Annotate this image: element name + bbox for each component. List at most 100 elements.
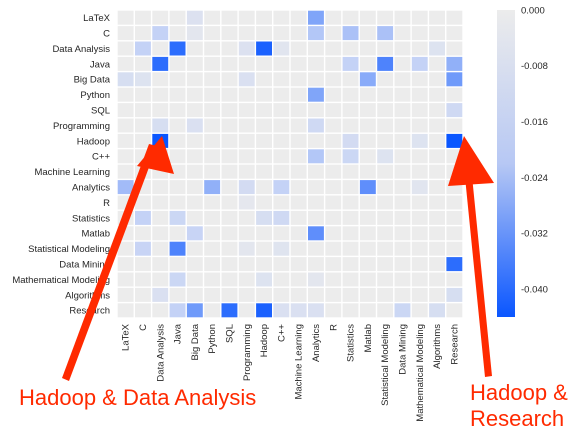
heatmap-cell	[256, 164, 272, 179]
heatmap-cell	[411, 241, 428, 256]
heatmap-cell	[204, 257, 221, 272]
heatmap-cell	[186, 164, 203, 179]
heatmap-cell	[308, 210, 324, 225]
heatmap-cell	[204, 26, 221, 41]
column-tick-label: Java	[173, 323, 184, 344]
heatmap-cell	[411, 226, 428, 241]
heatmap-cell	[290, 56, 307, 71]
heatmap-cell	[359, 164, 376, 179]
heatmap-cell	[325, 303, 342, 318]
heatmap-cell	[169, 241, 186, 256]
heatmap-cell	[117, 56, 134, 71]
heatmap-cell	[359, 26, 376, 41]
heatmap-cell	[273, 272, 290, 287]
heatmap-cell	[238, 87, 255, 102]
heatmap-cell	[411, 72, 428, 87]
heatmap-cell	[238, 226, 255, 241]
heatmap-cell	[342, 103, 359, 118]
row-tick-label: Analytics	[72, 183, 110, 194]
heatmap-cell	[290, 287, 307, 302]
heatmap-cell	[308, 257, 324, 272]
heatmap-cell	[238, 133, 255, 148]
heatmap-cell	[325, 87, 342, 102]
heatmap-cell	[411, 303, 428, 318]
heatmap-cell	[377, 257, 394, 272]
heatmap-cell	[377, 149, 394, 164]
heatmap-cell	[308, 149, 324, 164]
heatmap-cell	[152, 226, 169, 241]
heatmap-cell	[117, 164, 134, 179]
heatmap-cell	[290, 180, 307, 195]
heatmap-cell	[135, 303, 151, 318]
column-tick-label: Statistics	[346, 324, 357, 362]
heatmap-cell	[256, 133, 272, 148]
column-tick-label: LaTeX	[121, 323, 132, 351]
heatmap-cell	[169, 10, 186, 25]
heatmap-cell	[238, 303, 255, 318]
heatmap-cell	[308, 72, 324, 87]
heatmap-cell	[204, 56, 221, 71]
heatmap-cell	[446, 10, 463, 25]
heatmap-cell	[273, 133, 290, 148]
row-tick-label: Programming	[53, 121, 110, 132]
heatmap-cell	[186, 303, 203, 318]
heatmap-cell	[308, 180, 324, 195]
heatmap-cell	[446, 56, 463, 71]
heatmap-cell	[273, 72, 290, 87]
heatmap-cell	[308, 241, 324, 256]
heatmap-cell	[325, 180, 342, 195]
heatmap-cell	[186, 195, 203, 210]
heatmap-cell	[186, 10, 203, 25]
heatmap-cell	[221, 287, 238, 302]
heatmap-cell	[135, 118, 151, 133]
heatmap-cell	[290, 164, 307, 179]
heatmap-cell	[325, 118, 342, 133]
heatmap-cell	[169, 210, 186, 225]
heatmap-cell	[256, 272, 272, 287]
heatmap-cell	[238, 164, 255, 179]
heatmap-cell	[377, 26, 394, 41]
heatmap-cell	[238, 180, 255, 195]
heatmap-cell	[204, 287, 221, 302]
heatmap-cell	[169, 226, 186, 241]
heatmap-cell	[204, 195, 221, 210]
heatmap-cell	[186, 103, 203, 118]
row-tick-label: Data Mining	[59, 260, 110, 271]
column-tick-label: Data Mining	[397, 324, 408, 375]
heatmap-cell	[446, 41, 463, 56]
heatmap-cell	[290, 272, 307, 287]
heatmap-cell	[342, 272, 359, 287]
heatmap-cell	[273, 303, 290, 318]
heatmap-cell	[325, 10, 342, 25]
heatmap-cell	[290, 118, 307, 133]
heatmap-cell	[394, 10, 411, 25]
heatmap-cell	[359, 10, 376, 25]
heatmap-cell	[256, 180, 272, 195]
heatmap-cell	[169, 41, 186, 56]
heatmap-cell	[359, 272, 376, 287]
row-labels: LaTeX C Data Analysis Java Big Data Python SQL…	[12, 13, 110, 317]
heatmap-cell	[273, 56, 290, 71]
heatmap-cell	[256, 26, 272, 41]
heatmap-cell	[290, 303, 307, 318]
heatmap-cell	[377, 72, 394, 87]
heatmap-cell	[342, 56, 359, 71]
heatmap-cell	[325, 164, 342, 179]
heatmap-cell	[186, 226, 203, 241]
row-tick-label: Matlab	[81, 229, 110, 240]
heatmap-cell	[204, 241, 221, 256]
heatmap-cell	[117, 72, 134, 87]
heatmap-cell	[273, 226, 290, 241]
heatmap-cell	[273, 241, 290, 256]
heatmap-cell	[135, 87, 151, 102]
heatmap-cell	[429, 180, 445, 195]
heatmap-cell	[411, 210, 428, 225]
heatmap-cell	[429, 133, 445, 148]
heatmap-cell	[308, 56, 324, 71]
heatmap-cell	[169, 103, 186, 118]
column-labels: LaTeX C Data Analysis Java Big Data Python SQL…	[121, 323, 461, 421]
arrow-left-head	[137, 136, 174, 174]
heatmap-cell	[446, 26, 463, 41]
heatmap-cell	[256, 226, 272, 241]
